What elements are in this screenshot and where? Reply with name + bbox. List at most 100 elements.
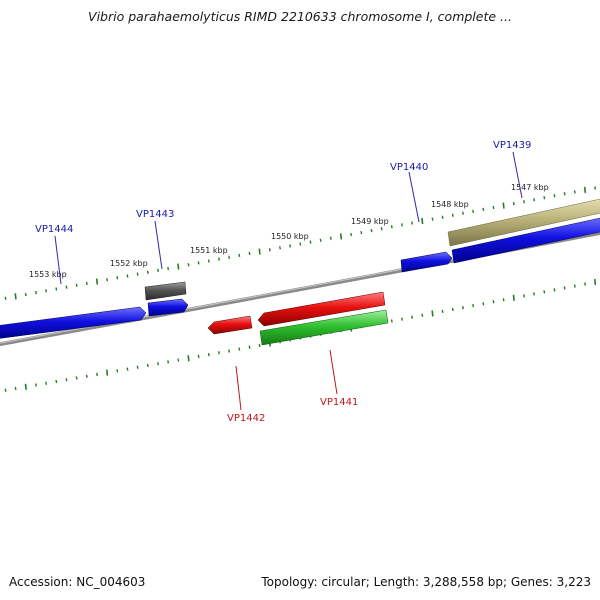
upper-minor-tick [167, 266, 170, 271]
upper-minor-tick [594, 186, 597, 190]
upper-minor-tick [279, 246, 281, 250]
scale-label-1550: 1550 kbp [271, 232, 309, 241]
gene-label-VP1441[interactable]: VP1441 [320, 397, 358, 408]
upper-minor-tick [218, 257, 220, 261]
gene-VP1440-feature[interactable] [400, 251, 453, 273]
upper-minor-tick [451, 213, 454, 217]
lower-minor-tick [411, 315, 414, 319]
gene-VP1441-feature[interactable] [257, 291, 386, 327]
upper-minor-tick [472, 209, 475, 214]
gene-label-VP1439[interactable]: VP1439 [493, 140, 531, 151]
lower-minor-tick [584, 282, 586, 286]
lower-major-tick [187, 355, 190, 362]
upper-minor-tick [126, 274, 129, 278]
gene-VP1442-feature[interactable] [207, 315, 253, 335]
upper-minor-tick [360, 230, 363, 235]
lower-minor-tick [116, 369, 119, 373]
lower-minor-tick [35, 383, 37, 387]
map-title: Vibrio parahaemolyticus RIMD 2210633 chr… [88, 9, 512, 24]
upper-minor-tick [289, 244, 292, 248]
lower-minor-tick [462, 305, 464, 310]
lower-minor-tick [96, 372, 98, 377]
lower-minor-tick [177, 358, 180, 362]
upper-minor-tick [157, 268, 159, 273]
lower-minor-tick [563, 286, 566, 290]
upper-minor-tick [523, 200, 525, 204]
gene-label-VP1443[interactable]: VP1443 [136, 209, 174, 220]
upper-minor-tick [85, 281, 88, 286]
lower-minor-tick [248, 345, 251, 349]
upper-minor-tick [431, 217, 434, 221]
lower-minor-tick [207, 352, 210, 357]
lower-minor-tick [533, 292, 536, 296]
upper-minor-tick [228, 255, 231, 259]
label-leaders [54, 151, 523, 411]
lower-minor-tick [55, 379, 58, 384]
upper-major-tick [421, 217, 424, 225]
lower-minor-tick [482, 302, 485, 306]
upper-minor-tick [573, 190, 576, 194]
lower-major-tick [512, 294, 515, 301]
accession-text: Accession: NC_004603 [9, 575, 146, 589]
upper-minor-tick [441, 215, 444, 219]
upper-major-tick [258, 248, 261, 255]
lower-major-tick [594, 278, 597, 286]
upper-minor-tick [45, 289, 48, 293]
scale-ticks-upper [4, 186, 597, 300]
lower-minor-tick [451, 307, 454, 312]
upper-minor-tick [350, 232, 353, 237]
gene-label-VP1442[interactable]: VP1442 [227, 413, 265, 424]
olive-feature[interactable] [447, 198, 600, 247]
upper-minor-tick [543, 196, 546, 200]
upper-minor-tick [299, 242, 302, 246]
upper-minor-tick [136, 272, 139, 276]
upper-minor-tick [65, 285, 68, 289]
upper-minor-tick [533, 198, 536, 202]
lower-minor-tick [85, 374, 88, 378]
upper-minor-tick [390, 225, 393, 229]
upper-minor-tick [4, 296, 7, 300]
upper-minor-tick [329, 236, 332, 240]
lower-major-tick [106, 369, 109, 376]
upper-major-tick [95, 278, 99, 285]
lower-minor-tick [146, 363, 149, 368]
upper-minor-tick [370, 228, 373, 233]
scale-label-1552: 1552 kbp [110, 259, 148, 268]
upper-minor-tick [238, 253, 241, 258]
lower-minor-tick [45, 381, 48, 385]
gene-VP1444-feature[interactable] [0, 306, 147, 339]
lower-minor-tick [492, 300, 495, 304]
lower-minor-tick [197, 354, 200, 359]
lower-minor-tick [543, 290, 546, 294]
upper-minor-tick [492, 205, 495, 210]
gene-label-VP1444[interactable]: VP1444 [35, 224, 73, 235]
gene-VP1443-feature[interactable] [147, 298, 189, 317]
gene-label-VP1440[interactable]: VP1440 [390, 162, 428, 173]
upper-major-tick [14, 293, 17, 300]
green-feature[interactable] [259, 309, 389, 346]
grey-feature[interactable] [144, 281, 187, 301]
upper-minor-tick [319, 238, 322, 242]
upper-minor-tick [24, 292, 27, 297]
upper-minor-tick [411, 221, 414, 225]
topology-text: Topology: circular; Length: 3,288,558 bp… [261, 575, 591, 589]
upper-minor-tick [512, 201, 515, 206]
upper-minor-tick [35, 290, 37, 295]
gene-VP1439-feature[interactable] [451, 217, 600, 264]
lower-minor-tick [523, 294, 525, 298]
upper-minor-tick [146, 270, 149, 274]
upper-minor-tick [563, 192, 566, 196]
scale-label-1549: 1549 kbp [351, 217, 389, 226]
lower-minor-tick [553, 288, 556, 292]
lower-minor-tick [421, 313, 424, 317]
upper-minor-tick [187, 263, 190, 267]
lower-minor-tick [390, 319, 393, 323]
scale-label-1553: 1553 kbp [29, 270, 67, 279]
features [0, 198, 600, 346]
upper-minor-tick [75, 283, 78, 287]
upper-minor-tick [380, 227, 383, 231]
lower-minor-tick [14, 386, 17, 391]
lower-minor-tick [4, 388, 7, 392]
